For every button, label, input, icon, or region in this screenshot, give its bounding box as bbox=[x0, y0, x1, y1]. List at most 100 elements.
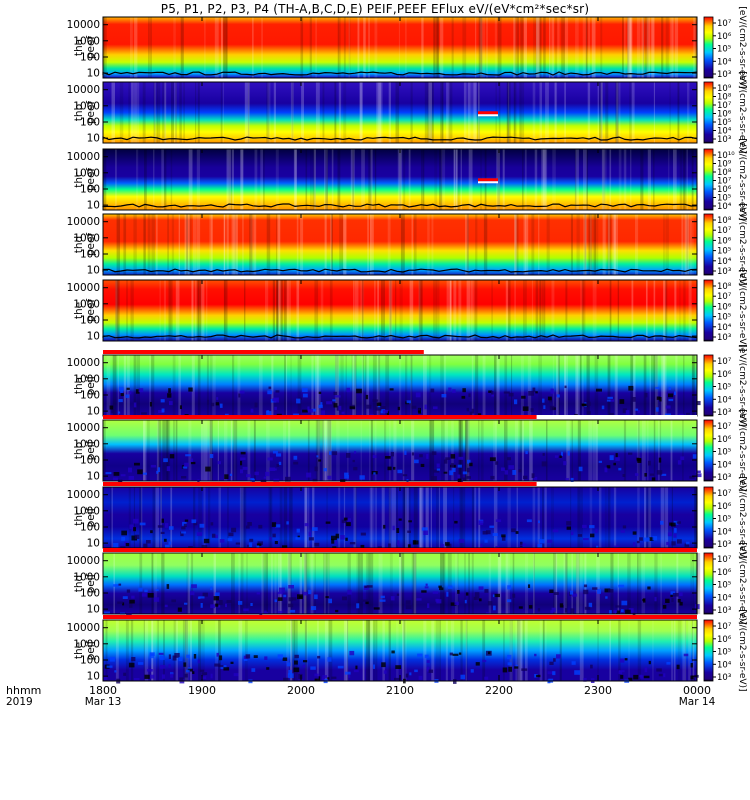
texture-streak bbox=[299, 553, 302, 614]
noise-cell bbox=[168, 541, 172, 545]
noise-cell bbox=[521, 395, 526, 399]
noise-cell bbox=[126, 387, 130, 390]
texture-streak bbox=[641, 17, 644, 78]
texture-streak bbox=[178, 214, 180, 275]
noise-cell bbox=[636, 540, 640, 544]
texture-streak bbox=[646, 280, 648, 341]
noise-cell bbox=[120, 389, 123, 393]
texture-streak bbox=[203, 487, 206, 548]
noise-cell bbox=[538, 520, 540, 524]
noise-cell bbox=[438, 585, 442, 588]
noise-cell bbox=[273, 397, 279, 403]
noise-cell bbox=[447, 585, 453, 589]
texture-streak bbox=[400, 214, 405, 275]
texture-streak bbox=[514, 82, 517, 143]
noise-cell bbox=[668, 398, 674, 402]
noise-cell bbox=[621, 609, 624, 613]
texture-streak bbox=[493, 420, 495, 481]
texture-streak bbox=[579, 553, 583, 614]
texture-streak bbox=[266, 82, 270, 143]
texture-streak bbox=[409, 280, 414, 341]
noise-cell bbox=[606, 399, 611, 402]
colorbar bbox=[703, 486, 714, 549]
noise-cell bbox=[647, 586, 651, 590]
texture-streak bbox=[343, 17, 346, 78]
texture-streak bbox=[232, 355, 235, 416]
noise-cell bbox=[329, 451, 333, 455]
texture-streak bbox=[360, 553, 363, 614]
noise-cell bbox=[331, 676, 337, 679]
texture-streak bbox=[465, 620, 468, 681]
noise-cell bbox=[191, 584, 197, 589]
noise-cell bbox=[495, 546, 500, 549]
noise-cell bbox=[609, 455, 614, 461]
texture-streak bbox=[369, 487, 373, 548]
texture-streak bbox=[670, 420, 673, 481]
texture-streak bbox=[539, 82, 542, 143]
texture-streak bbox=[214, 17, 219, 78]
noise-cell bbox=[288, 585, 294, 589]
texture-streak bbox=[596, 553, 600, 614]
noise-cell bbox=[383, 670, 387, 674]
noise-cell bbox=[658, 673, 663, 677]
noise-cell bbox=[129, 524, 134, 530]
colorbar-tick-label: 10⁷ bbox=[717, 622, 732, 632]
noise-cell bbox=[507, 654, 512, 660]
texture-streak bbox=[524, 214, 529, 275]
texture-streak bbox=[653, 355, 658, 416]
texture-streak bbox=[481, 17, 486, 78]
texture-streak bbox=[240, 149, 243, 210]
texture-streak bbox=[248, 82, 250, 143]
texture-streak bbox=[570, 487, 572, 548]
noise-cell bbox=[257, 541, 263, 546]
noise-cell bbox=[449, 652, 453, 656]
noise-cell bbox=[515, 531, 519, 534]
texture-streak bbox=[545, 82, 549, 143]
texture-streak bbox=[410, 82, 413, 143]
texture-streak bbox=[361, 149, 365, 210]
y-tick-label: 1000 bbox=[73, 298, 100, 310]
noise-cell bbox=[482, 659, 487, 663]
noise-cell bbox=[293, 461, 299, 465]
texture-streak bbox=[663, 214, 666, 275]
noise-cell bbox=[161, 674, 165, 679]
texture-streak bbox=[325, 420, 329, 481]
y-tick-label: 10 bbox=[87, 68, 100, 80]
texture-streak bbox=[429, 420, 432, 481]
texture-streak bbox=[161, 149, 164, 210]
texture-streak bbox=[297, 355, 302, 416]
texture-streak bbox=[515, 620, 519, 681]
texture-streak bbox=[544, 487, 547, 548]
noise-cell bbox=[373, 472, 376, 475]
quality-strip-flag bbox=[103, 548, 697, 552]
noise-cell bbox=[147, 593, 154, 598]
panel-label-species: peef bbox=[85, 168, 97, 192]
noise-cell bbox=[168, 526, 174, 530]
colorbar-tick-label: 10⁴ bbox=[717, 323, 732, 333]
colorbar-unit-label: [eV/(cm2-s-sr-eV)] bbox=[737, 138, 747, 220]
noise-cell bbox=[372, 455, 377, 458]
noise-cell bbox=[205, 466, 211, 472]
colorbar-tick-label: 10³ bbox=[717, 70, 731, 80]
noise-cell bbox=[531, 473, 535, 478]
texture-streak bbox=[471, 553, 474, 614]
noise-cell bbox=[405, 600, 411, 605]
noise-cell bbox=[445, 457, 451, 460]
noise-cell bbox=[471, 408, 475, 414]
noise-cell bbox=[583, 677, 587, 682]
texture-streak bbox=[514, 420, 519, 481]
noise-cell bbox=[436, 463, 440, 468]
colorbar-tick-label: 10⁶ bbox=[717, 302, 732, 312]
colorbar bbox=[703, 213, 714, 276]
texture-streak bbox=[363, 17, 366, 78]
texture-streak bbox=[231, 214, 234, 275]
texture-streak bbox=[471, 280, 473, 341]
noise-cell bbox=[570, 608, 575, 614]
texture-streak bbox=[584, 553, 587, 614]
texture-streak bbox=[301, 82, 304, 143]
texture-streak bbox=[441, 149, 446, 210]
y-tick-label: 10 bbox=[87, 265, 100, 277]
noise-cell bbox=[170, 673, 174, 678]
texture-streak bbox=[696, 553, 701, 614]
